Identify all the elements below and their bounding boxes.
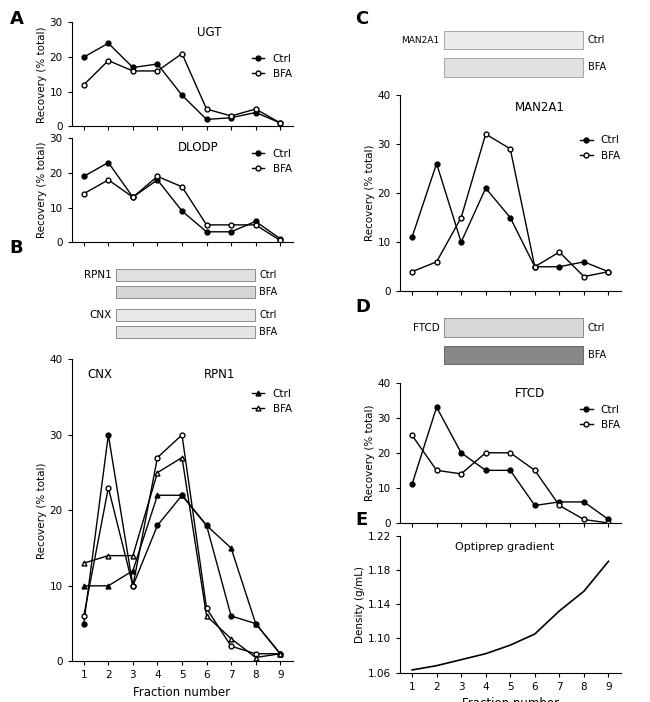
Text: E: E [356,511,368,529]
FancyBboxPatch shape [116,326,255,338]
Text: DLODP: DLODP [177,141,218,154]
Text: C: C [356,10,369,27]
FancyBboxPatch shape [116,309,255,321]
Y-axis label: Recovery (% total): Recovery (% total) [36,142,47,239]
FancyBboxPatch shape [444,58,583,77]
Text: FTCD: FTCD [515,387,545,400]
Y-axis label: Recovery (% total): Recovery (% total) [36,26,47,123]
Text: BFA: BFA [588,350,606,360]
Text: Ctrl: Ctrl [588,35,605,45]
Text: Ctrl: Ctrl [259,270,277,280]
Y-axis label: Recovery (% total): Recovery (% total) [365,404,375,501]
Text: RPN1: RPN1 [204,369,235,381]
Text: CNX: CNX [89,310,111,320]
FancyBboxPatch shape [444,319,583,338]
Legend: Ctrl, BFA: Ctrl, BFA [580,404,620,430]
Text: Optiprep gradient: Optiprep gradient [455,543,554,552]
Legend: Ctrl, BFA: Ctrl, BFA [252,389,292,414]
FancyBboxPatch shape [116,269,255,281]
FancyBboxPatch shape [444,30,583,49]
FancyBboxPatch shape [444,345,583,364]
Text: Ctrl: Ctrl [259,310,277,320]
Legend: Ctrl, BFA: Ctrl, BFA [580,135,620,161]
Text: MAN2A1: MAN2A1 [402,36,439,44]
Text: BFA: BFA [588,62,606,72]
X-axis label: Fraction number: Fraction number [462,697,559,702]
Text: D: D [356,298,370,315]
Text: CNX: CNX [87,369,112,381]
FancyBboxPatch shape [116,286,255,298]
Text: UGT: UGT [198,25,222,39]
Y-axis label: Recovery (% total): Recovery (% total) [36,462,47,559]
Text: B: B [10,239,23,256]
Text: A: A [10,10,23,28]
Y-axis label: Density (g/mL): Density (g/mL) [355,566,365,642]
Legend: Ctrl, BFA: Ctrl, BFA [252,53,292,79]
Y-axis label: Recovery (% total): Recovery (% total) [365,145,375,241]
Text: BFA: BFA [259,327,278,337]
Text: BFA: BFA [259,287,278,297]
Text: MAN2A1: MAN2A1 [515,100,565,114]
Text: FTCD: FTCD [413,323,439,333]
X-axis label: Fraction number: Fraction number [133,686,231,699]
Text: RPN1: RPN1 [84,270,111,280]
Legend: Ctrl, BFA: Ctrl, BFA [252,149,292,174]
Text: Ctrl: Ctrl [588,323,605,333]
